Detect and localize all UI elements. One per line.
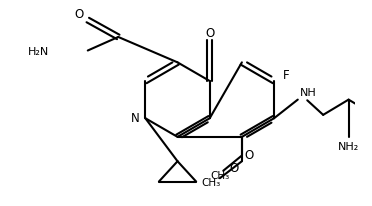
Text: O: O (245, 149, 254, 162)
Text: O: O (75, 8, 84, 21)
Text: NH₂: NH₂ (338, 142, 359, 152)
Text: N: N (131, 112, 139, 125)
Text: NH: NH (299, 88, 316, 98)
Text: H₂N: H₂N (28, 47, 49, 57)
Text: F: F (282, 69, 289, 82)
Text: O: O (205, 27, 214, 40)
Text: CH₃: CH₃ (202, 178, 221, 188)
Text: O: O (230, 162, 239, 174)
Text: CH₃: CH₃ (210, 171, 230, 181)
